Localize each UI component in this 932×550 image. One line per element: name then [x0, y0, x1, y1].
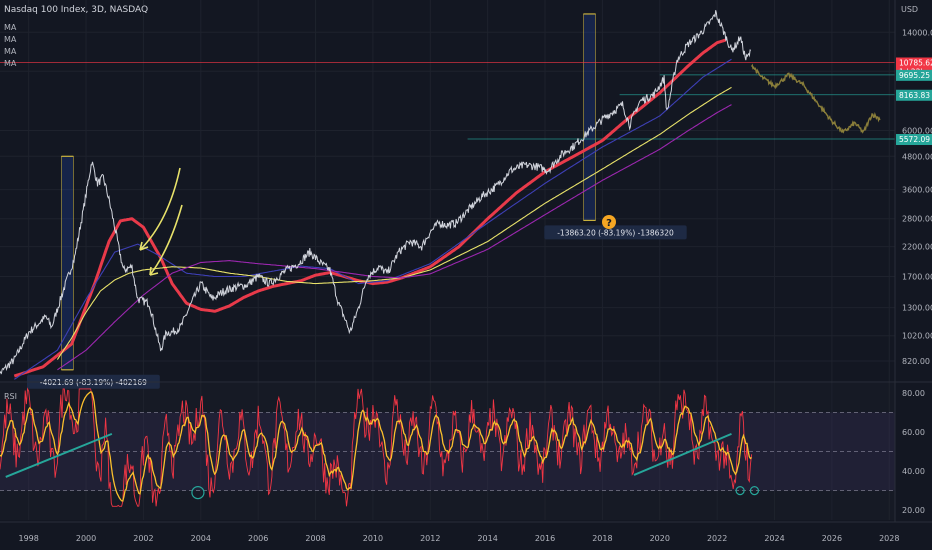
y-tick-label: 6000.00: [902, 126, 932, 135]
x-tick-label: 2012: [420, 534, 440, 543]
projection-line: [750, 63, 881, 134]
x-tick-label: 2026: [822, 534, 842, 543]
y-tick-label: 820.00: [902, 357, 930, 366]
x-tick-label: 2018: [592, 534, 612, 543]
y-tick-label: 1300.00: [902, 304, 932, 313]
level-label: 10785.62: [899, 59, 932, 68]
measure-label: -13863.20 (-83.19%) -1386320: [557, 228, 674, 237]
rsi-tick-label: 60.00: [902, 428, 925, 437]
x-tick-label: 2020: [650, 534, 670, 543]
rsi-circle-mark: [749, 486, 760, 496]
rsi-tick-label: 40.00: [902, 467, 925, 476]
x-tick-label: 2010: [363, 534, 383, 543]
rsi-tick-label: 80.00: [902, 389, 925, 398]
measure-zone: [583, 13, 596, 221]
x-tick-label: 2016: [535, 534, 555, 543]
annotation-arrow: [149, 204, 183, 276]
annotation-arrowhead: [149, 266, 159, 276]
measurement-zones: [61, 13, 596, 371]
y-tick-label: 3600.00: [902, 186, 932, 195]
annotation-arrowhead: [139, 241, 149, 251]
rsi-label[interactable]: RSI: [4, 392, 17, 401]
question-icon: ?: [606, 218, 612, 229]
horizontal-levels: [0, 62, 895, 140]
price-series: [0, 10, 881, 376]
ma-label[interactable]: MA: [4, 35, 17, 44]
level-tag: [896, 134, 932, 146]
level-tag: [896, 89, 932, 101]
rsi-trendline: [633, 432, 732, 476]
question-marker: [602, 215, 616, 229]
y-tick-label: 1700.00: [902, 273, 932, 282]
level-tag: [896, 69, 932, 81]
rsi-circle-mark: [191, 486, 205, 500]
ma-label[interactable]: MA: [4, 47, 17, 56]
x-tick-label: 2014: [477, 534, 497, 543]
ma-line: [57, 104, 732, 371]
x-tick-label: 2002: [133, 534, 153, 543]
rsi-smooth-line: [0, 391, 752, 502]
price-line: [0, 10, 752, 376]
ma-label[interactable]: MA: [4, 59, 17, 68]
x-tick-label: 2000: [76, 534, 96, 543]
ma-line: [13, 38, 727, 378]
x-tick-label: 2022: [707, 534, 727, 543]
y-tick-label: 4800.00: [902, 152, 932, 161]
annotation-arrow: [139, 167, 181, 251]
rsi-circle-mark: [735, 486, 745, 496]
level-label: 9695.25: [899, 71, 930, 80]
rsi-panel: [0, 387, 895, 507]
x-tick-label: 2004: [191, 534, 211, 543]
y-tick-label: 2800.00: [902, 215, 932, 224]
y-tick-label: 2200.00: [902, 243, 932, 252]
ma-line: [14, 58, 732, 380]
level-label: 8163.83: [899, 91, 930, 100]
ma-legend: MA MA MA MA: [4, 22, 16, 70]
measure-label-box: [544, 225, 687, 240]
y-tick-label: 1020.00: [902, 332, 932, 341]
moving-averages: [13, 38, 732, 380]
x-tick-label: 1998: [19, 534, 39, 543]
x-tick-label: 2008: [305, 534, 325, 543]
ma-line: [56, 86, 732, 360]
chart-title: Nasdaq 100 Index, 3D, NASDAQ: [4, 5, 149, 15]
x-tick-label: 2028: [879, 534, 899, 543]
x-tick-label: 2024: [764, 534, 784, 543]
y-tick-label: 14000.00: [902, 28, 932, 37]
level-label: 5572.09: [899, 135, 930, 144]
x-tick-label: 2006: [248, 534, 268, 543]
ma-label[interactable]: MA: [4, 23, 17, 32]
rsi-trendline: [5, 432, 113, 478]
price-unit: USD: [901, 5, 919, 14]
rsi-tick-label: 20.00: [902, 506, 925, 515]
